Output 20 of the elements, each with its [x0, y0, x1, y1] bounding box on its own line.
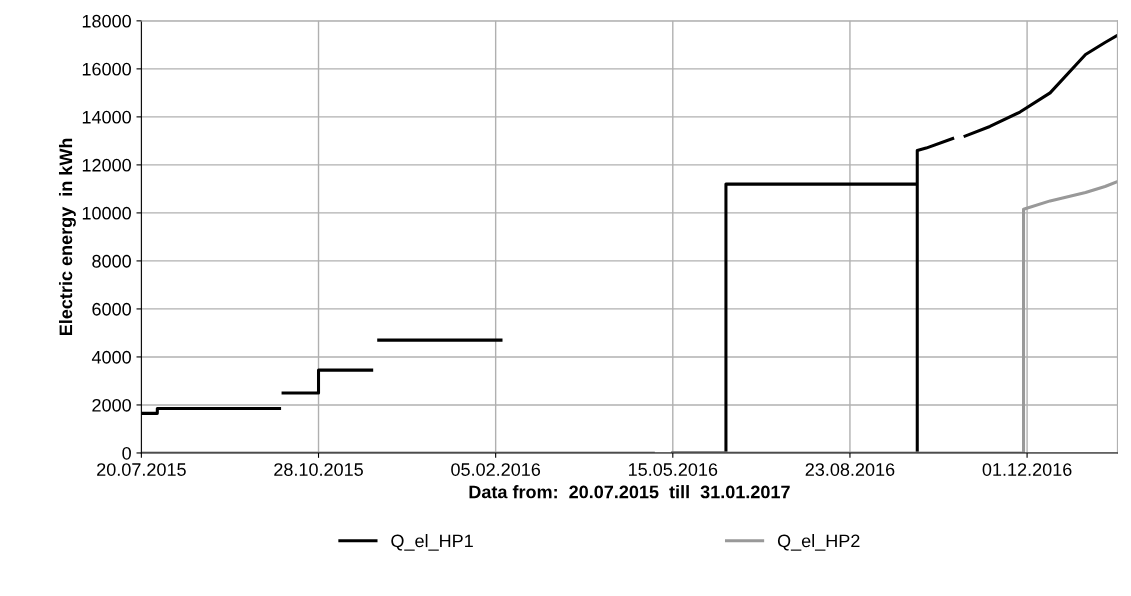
x-axis-title: Data from: 20.07.2015 till 31.01.2017	[469, 485, 790, 499]
x-tick-label: 15.05.2016	[629, 463, 718, 476]
y-axis-title: Electric energy in kWh	[58, 138, 76, 336]
y-tick-label: 18000	[82, 14, 131, 28]
x-tick-label: 05.02.2016	[451, 463, 541, 476]
x-tick-label: 23.08.2016	[805, 463, 895, 476]
y-tick-label: 4000	[91, 350, 131, 364]
x-tick-label: 20.07.2015	[97, 463, 186, 476]
legend-label: Q_el_HP1	[391, 534, 473, 551]
x-tick-label: 28.10.2015	[274, 463, 363, 476]
y-tick-label: 14000	[82, 110, 131, 124]
legend-label: Q_el_HP2	[777, 534, 860, 551]
y-tick-label: 16000	[82, 62, 131, 76]
y-tick-label: 0	[122, 446, 131, 460]
y-tick-label: 8000	[92, 254, 131, 268]
y-tick-label: 6000	[92, 302, 131, 316]
x-tick-label: 01.12.2016	[982, 463, 1072, 476]
y-tick-label: 12000	[82, 158, 131, 172]
y-tick-label: 2000	[92, 398, 131, 412]
y-tick-label: 10000	[82, 206, 131, 220]
